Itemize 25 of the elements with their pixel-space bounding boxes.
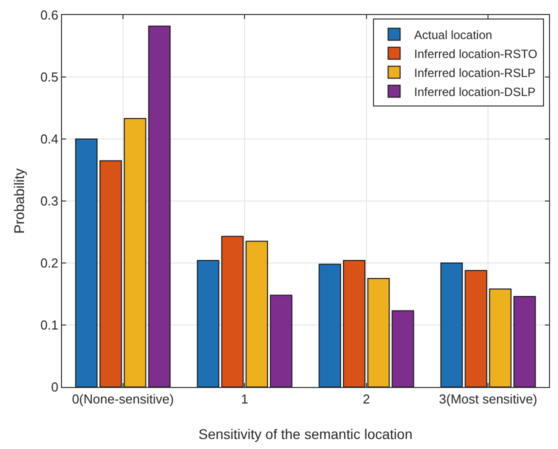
bar xyxy=(489,288,512,387)
bar xyxy=(342,260,366,387)
y-tick-label: 0.5 xyxy=(40,70,58,85)
y-tick-label: 0.3 xyxy=(40,194,58,209)
legend-label: Actual location xyxy=(414,28,492,42)
y-tick-label: 0 xyxy=(51,380,58,395)
legend-label: Inferred location-RSLP xyxy=(414,66,536,80)
x-tick-label: 1 xyxy=(241,392,248,407)
y-tick-label: 0.4 xyxy=(40,132,58,147)
bar xyxy=(75,138,98,387)
x-axis-title: Sensitivity of the semantic location xyxy=(198,426,412,442)
y-tick-label: 0.6 xyxy=(40,8,58,23)
x-tick-label: 0(None-sensitive) xyxy=(72,392,174,407)
bar xyxy=(246,240,268,387)
bar xyxy=(318,264,342,387)
y-axis-title: Probability xyxy=(11,168,27,234)
x-tick-label: 2 xyxy=(362,392,370,407)
y-tick-label: 0.1 xyxy=(40,318,58,333)
bar xyxy=(270,294,292,387)
legend-label: Inferred location-DSLP xyxy=(414,84,536,99)
bar xyxy=(99,160,122,387)
y-tick-label: 0.2 xyxy=(40,256,58,271)
legend-label: Inferred location-RSTO xyxy=(414,46,538,61)
bar xyxy=(513,296,536,387)
x-tick-label: 3(Most sensitive) xyxy=(439,392,538,407)
